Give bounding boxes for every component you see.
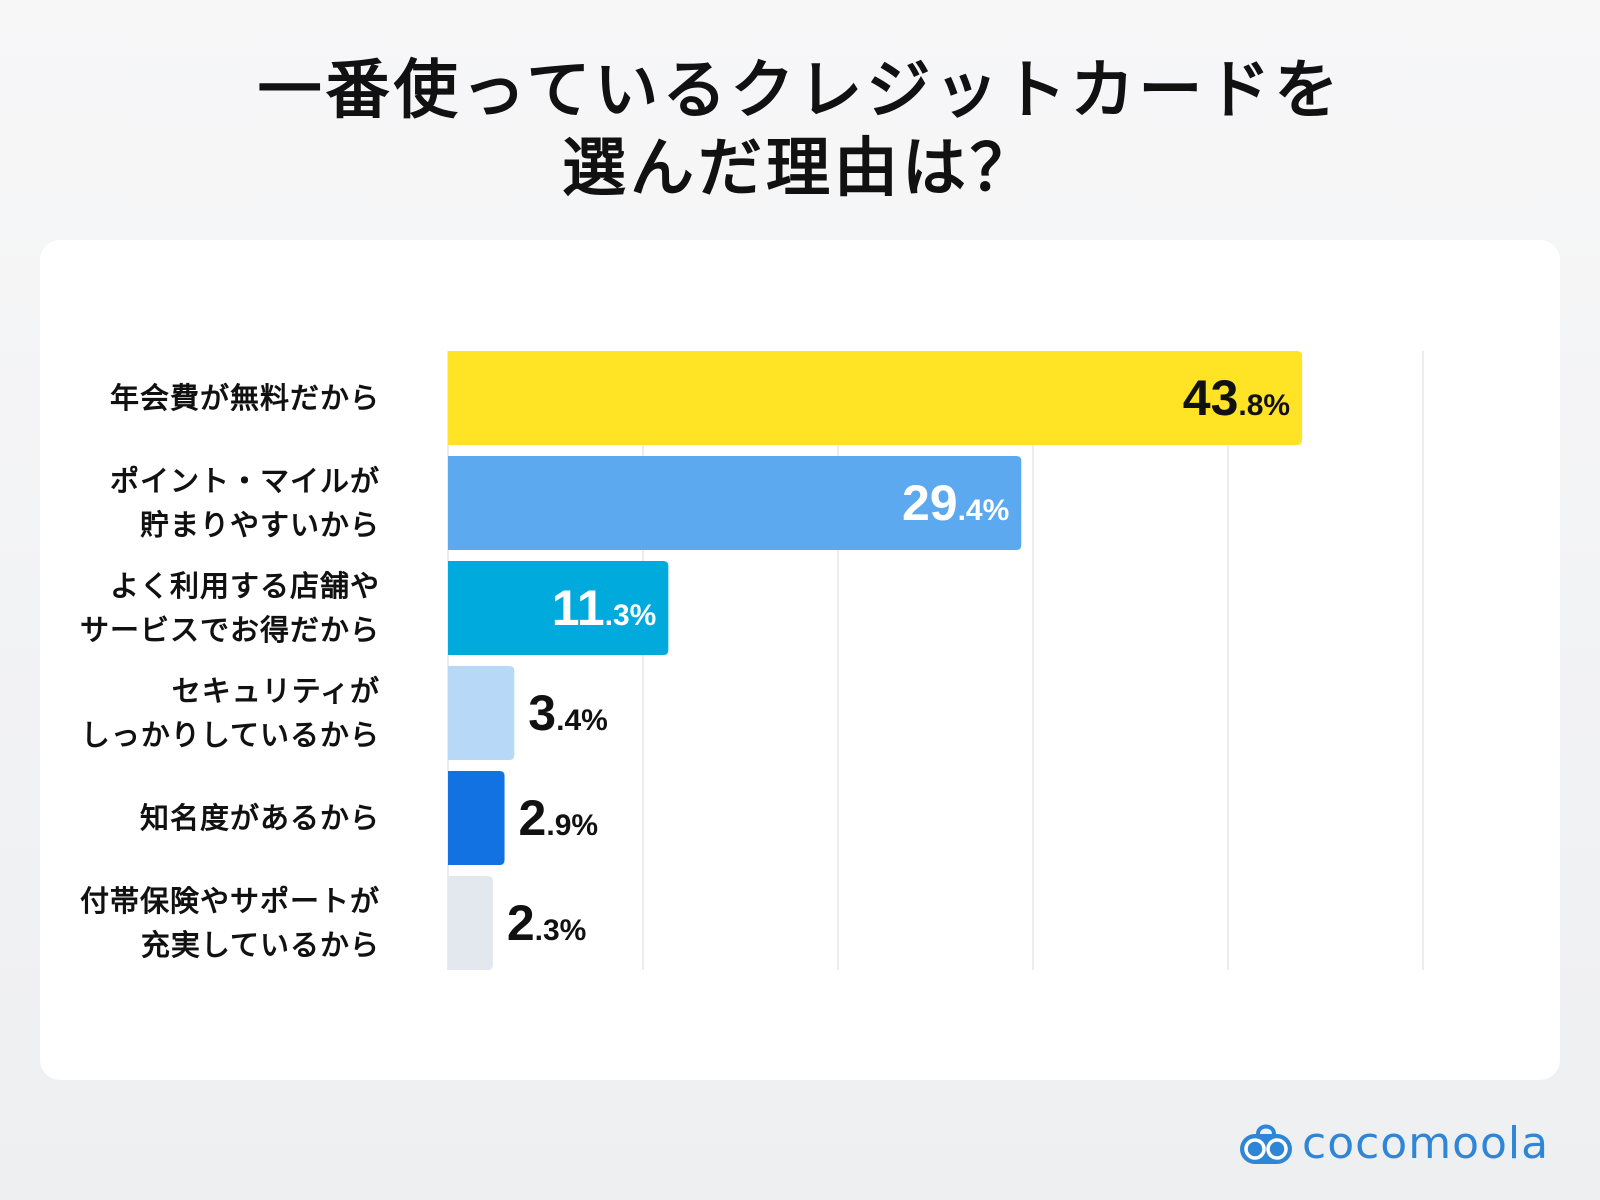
bar: [448, 876, 493, 970]
bar: [448, 666, 515, 760]
brand-logo: cocomoola: [1238, 1118, 1549, 1169]
value-label: 43.8%: [1183, 370, 1290, 426]
value-label: 11.3%: [552, 580, 657, 636]
chart-title: 一番使っているクレジットカードを 選んだ理由は？: [0, 52, 1600, 208]
title-line-1: 一番使っているクレジットカードを: [257, 54, 1343, 128]
category-label: 知名度があるから: [139, 801, 380, 835]
bar-chart: 43.8%29.4%11.3%3.4%2.9%2.3%: [447, 351, 1424, 970]
bar: [448, 561, 669, 655]
value-integer: 29: [902, 475, 958, 531]
value-integer: 43: [1183, 370, 1239, 426]
value-integer: 2: [507, 895, 535, 951]
value-integer: 11: [552, 580, 605, 636]
bar: [448, 771, 505, 865]
brand-name: cocomoola: [1302, 1118, 1550, 1169]
category-label: ポイント・マイルが 貯まりやすいから: [109, 464, 380, 542]
value-integer: 2: [519, 790, 547, 846]
bar: [448, 456, 1022, 550]
category-label: よく利用する店舗や サービスでお得だから: [79, 569, 380, 647]
value-decimal: .3%: [535, 914, 587, 947]
value-decimal: .9%: [546, 809, 598, 842]
value-label: 2.3%: [507, 895, 587, 951]
value-label: 2.9%: [519, 790, 599, 846]
chart-card: 43.8% 29.4% 11.3% 3.4% 2.9% 2.3% 年会費が無料だから ポイン…: [40, 240, 1560, 1080]
value-decimal: .4%: [958, 494, 1010, 527]
value-label: 3.4%: [528, 685, 608, 741]
value-integer: 3: [528, 685, 556, 741]
value-decimal: .3%: [605, 599, 657, 632]
bar: [448, 351, 1303, 445]
title-line-2: 選んだ理由は？: [562, 132, 1038, 206]
cocomoola-logo-icon: [1240, 1124, 1292, 1164]
value-decimal: .8%: [1238, 389, 1290, 422]
value-decimal: .4%: [556, 704, 608, 737]
category-label: 付帯保険やサポートが 充実しているから: [79, 884, 380, 962]
value-label: 29.4%: [902, 475, 1009, 531]
category-label: 年会費が無料だから: [109, 381, 380, 415]
category-label: セキュリティが しっかりしているから: [80, 674, 380, 752]
